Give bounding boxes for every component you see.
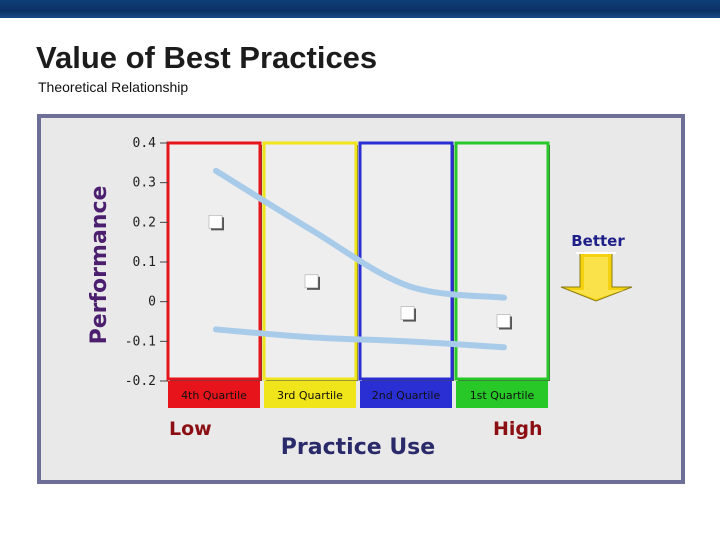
better-annotation: Better: [571, 232, 625, 250]
y-axis-label: Performance: [87, 186, 112, 345]
data-point: [400, 306, 415, 320]
quartile-label: 2nd Quartile: [372, 389, 441, 402]
quartile-label-bg: [360, 381, 452, 408]
top-banner: [0, 0, 720, 18]
y-tick-label: 0.2: [133, 215, 156, 230]
slide-title: Value of Best Practices: [36, 40, 378, 75]
data-point: [304, 274, 319, 289]
quartile-label: 1st Quartile: [470, 389, 535, 402]
y-tick-label: -0.1: [125, 334, 156, 349]
quartile-label-bg: [456, 381, 548, 408]
quartile-label: 4th Quartile: [181, 389, 247, 402]
better-arrow-icon: [560, 252, 633, 302]
quartile-label-bg: [264, 381, 356, 408]
quartile-band: [454, 141, 550, 381]
curve-lower: [213, 326, 507, 351]
slide-subtitle: Theoretical Relationship: [38, 79, 189, 95]
x-axis-high-label: High: [493, 418, 543, 440]
curve-upper: [213, 167, 507, 301]
x-axis-label: Practice Use: [281, 435, 435, 460]
quartile-label-bg: [168, 381, 260, 408]
quartile-label: 3rd Quartile: [277, 389, 343, 402]
data-point: [496, 314, 511, 328]
y-tick-label: 0.4: [133, 136, 157, 151]
x-axis-low-label: Low: [169, 418, 212, 440]
quartile-band: [166, 141, 262, 381]
quartile-band: [262, 141, 358, 381]
y-tick-label: 0.3: [133, 176, 156, 191]
y-tick-label: 0.1: [133, 255, 156, 270]
data-point: [208, 215, 223, 229]
y-tick-label: -0.2: [125, 374, 156, 389]
y-tick-label: 0: [148, 295, 156, 310]
